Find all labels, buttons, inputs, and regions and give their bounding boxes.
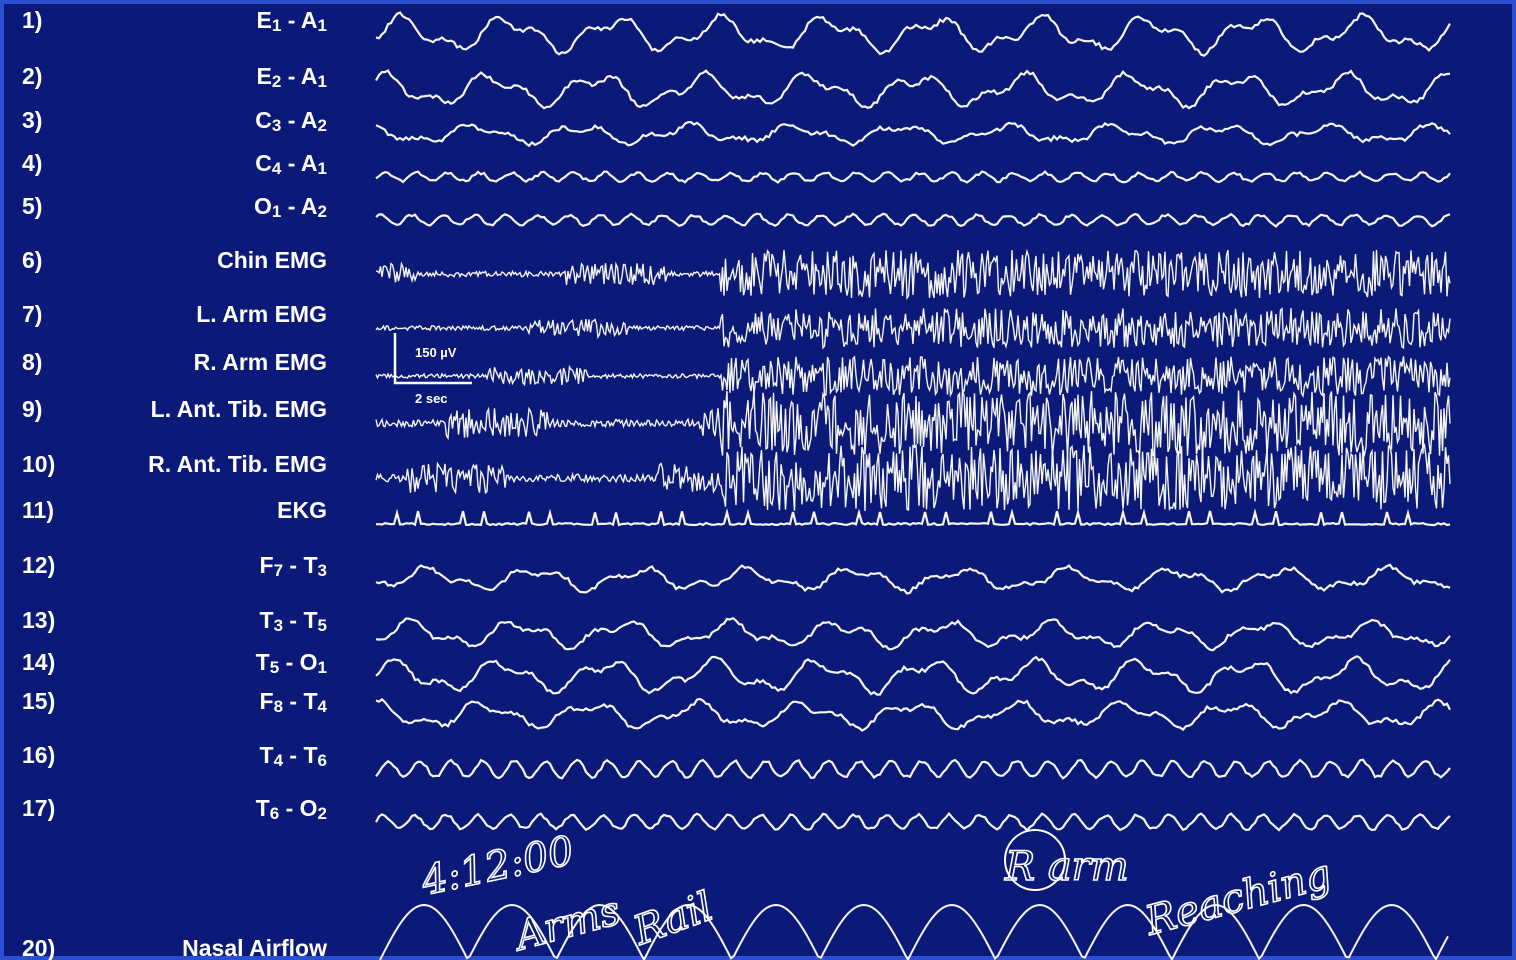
label-text: - A [281,150,317,176]
label-subscript: 1 [318,72,327,91]
channel-number: 9) [22,396,42,422]
label-subscript: 6 [270,804,279,823]
label-subscript: 1 [318,159,327,178]
label-text: - T [283,742,318,768]
label-text: O [254,193,272,219]
label-text: R. Ant. Tib. EMG [148,451,327,477]
label-subscript: 1 [318,16,327,35]
channel-number: 1) [22,7,42,33]
channel-label: C3 - A2 [255,107,327,135]
channel-label: E1 - A1 [257,7,327,35]
label-text: T [256,795,270,821]
label-text: - T [283,688,318,714]
channel-label: L. Ant. Tib. EMG [151,396,327,422]
channel-number: 13) [22,607,55,633]
label-text: - A [281,193,317,219]
label-text: T [260,742,274,768]
channel-label: O1 - A2 [254,193,327,221]
channel-label: R. Ant. Tib. EMG [148,451,327,477]
channel-label: F7 - T3 [260,552,328,580]
label-subscript: 5 [318,616,327,635]
label-text: C [255,107,272,133]
label-subscript: 2 [318,116,327,135]
label-text: E [257,7,272,33]
label-subscript: 3 [274,616,283,635]
channel-label: L. Arm EMG [196,301,327,327]
channel-number: 10) [22,451,55,477]
channel-number: 4) [22,150,42,176]
channel-number: 20) [22,935,55,960]
eeg-page: 1)E1 - A12)E2 - A13)C3 - A24)C4 - A15)O1… [0,0,1516,960]
channel-number: 5) [22,193,42,219]
channel-number: 2) [22,63,42,89]
channel-label: T5 - O1 [256,649,327,677]
label-text: T [256,649,270,675]
channel-number: 8) [22,349,42,375]
time-scale: 2 sec [415,391,448,406]
label-subscript: 1 [272,16,281,35]
channel-number: 6) [22,247,42,273]
channel-number: 16) [22,742,55,768]
label-text: L. Arm EMG [196,301,327,327]
label-text: - O [279,795,317,821]
label-text: T [260,607,274,633]
channel-number: 7) [22,301,42,327]
channel-label: C4 - A1 [255,150,327,178]
label-subscript: 6 [318,751,327,770]
label-text: C [255,150,272,176]
label-subscript: 3 [272,116,281,135]
label-subscript: 5 [270,658,279,677]
label-text: - A [281,63,317,89]
label-subscript: 4 [318,697,328,716]
label-text: Chin EMG [217,247,327,273]
channel-number: 14) [22,649,55,675]
channel-label: EKG [277,497,327,523]
channel-number: 3) [22,107,42,133]
channel-label: T6 - O2 [256,795,327,823]
amplitude-scale: 150 µV [415,345,457,360]
label-text: F [260,552,274,578]
label-text: - T [283,607,318,633]
label-subscript: 2 [318,202,327,221]
label-text: E [257,63,272,89]
label-text: - T [283,552,318,578]
label-subscript: 8 [274,697,283,716]
label-text: - A [281,7,317,33]
label-text: - O [279,649,317,675]
label-subscript: 2 [318,804,327,823]
channel-number: 17) [22,795,55,821]
channel-number: 12) [22,552,55,578]
label-text: Nasal Airflow [182,935,327,960]
channel-label: T3 - T5 [260,607,328,635]
channel-number: 11) [22,497,54,523]
channel-label: F8 - T4 [260,688,328,716]
channel-label: Nasal Airflow [182,935,327,960]
label-subscript: 7 [274,561,283,580]
channel-label: T4 - T6 [260,742,328,770]
label-subscript: 1 [272,202,281,221]
channel-label: R. Arm EMG [194,349,327,375]
label-text: F [260,688,274,714]
label-text: L. Ant. Tib. EMG [151,396,327,422]
label-text: EKG [277,497,327,523]
channel-label: Chin EMG [217,247,327,273]
handwritten-note: R arm [1004,844,1129,890]
label-text: - A [281,107,317,133]
label-subscript: 3 [318,561,327,580]
channel-number: 15) [22,688,55,714]
label-text: R. Arm EMG [194,349,327,375]
label-subscript: 2 [272,72,281,91]
channel-label: E2 - A1 [257,63,327,91]
label-subscript: 1 [318,658,327,677]
